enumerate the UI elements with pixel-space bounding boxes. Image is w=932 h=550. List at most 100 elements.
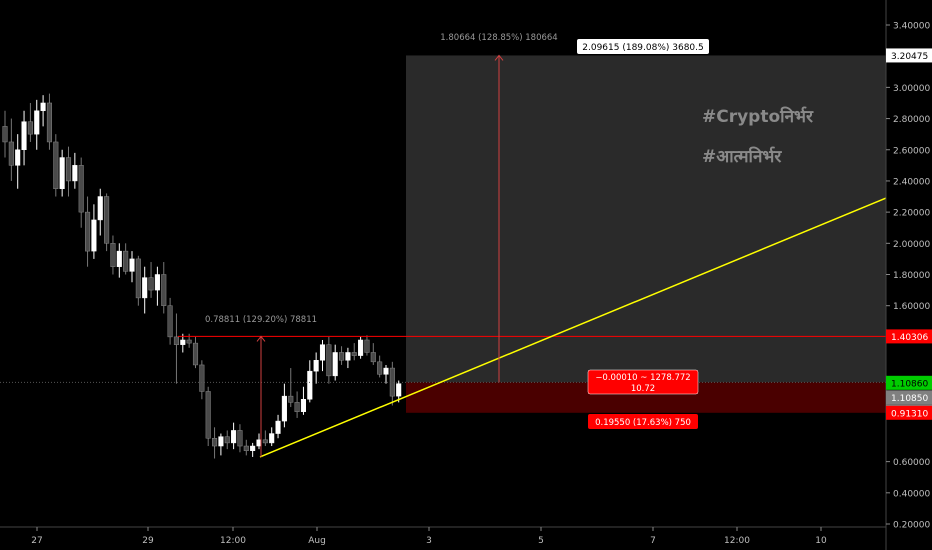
candle[interactable] [319, 339, 326, 372]
candle[interactable] [332, 344, 338, 381]
y-tick-label: 2.80000 [893, 115, 930, 125]
trendline[interactable] [259, 197, 887, 458]
y-tick-label: 0.20000 [893, 521, 930, 531]
candle[interactable] [154, 266, 160, 306]
y-tick-label: 3.40000 [893, 22, 930, 32]
x-tick-label: 27 [31, 536, 42, 546]
x-tick-label: 5 [538, 536, 544, 546]
candle[interactable] [40, 95, 46, 127]
candle[interactable] [167, 297, 173, 345]
range-label-left: 0.78811 (129.20%) 78811 [205, 315, 317, 325]
annotation-crypto: #Cryptoनिर्भर [702, 106, 814, 127]
candle[interactable] [2, 110, 8, 158]
candle[interactable] [72, 152, 78, 189]
candle[interactable] [300, 386, 306, 415]
candle[interactable] [78, 157, 84, 228]
candle[interactable] [313, 352, 319, 384]
projection-arrow-icon [494, 54, 504, 61]
position-label-line2: 10.72 [631, 384, 655, 394]
candle[interactable] [231, 422, 237, 450]
y-tick-label: 2.60000 [893, 146, 930, 156]
candle[interactable] [135, 255, 141, 306]
candle[interactable] [250, 442, 256, 457]
candle[interactable] [281, 383, 287, 428]
candle[interactable] [46, 93, 53, 150]
position-label-box [587, 369, 699, 395]
x-tick-label: 12:00 [220, 536, 246, 546]
candle[interactable] [275, 414, 281, 439]
candle[interactable] [85, 196, 91, 267]
candle[interactable] [339, 346, 345, 365]
y-tick-label: 1.60000 [893, 302, 930, 312]
candle[interactable] [15, 134, 21, 189]
position-label-bottom: 0.19550 (17.63%) 750 [595, 418, 691, 428]
candle[interactable] [218, 433, 224, 456]
candle[interactable] [34, 99, 40, 150]
x-tick-label: Aug [308, 536, 326, 546]
candle[interactable] [91, 204, 97, 259]
x-tick-label: 12:00 [724, 536, 750, 546]
candle[interactable] [97, 188, 103, 236]
x-tick-label: 10 [815, 536, 827, 546]
candle[interactable] [59, 149, 65, 197]
candle[interactable] [8, 118, 14, 181]
y-tick-label: 0.40000 [893, 489, 930, 499]
x-tick-label: 7 [650, 536, 656, 546]
price-tag-label: 1.10860 [891, 379, 928, 389]
candle[interactable] [212, 427, 218, 459]
candle[interactable] [199, 360, 205, 400]
price-tag: 1.40306 [886, 329, 932, 344]
candle[interactable] [243, 439, 249, 456]
candle[interactable] [21, 110, 27, 166]
candle[interactable] [358, 336, 364, 359]
position-label-line1: −0.00010 ~ 1278.772 [595, 373, 690, 383]
y-tick-label: 1.80000 [893, 271, 930, 281]
candle[interactable] [161, 262, 167, 314]
candle[interactable] [224, 430, 230, 450]
candle[interactable] [123, 243, 129, 275]
candle[interactable] [142, 266, 148, 314]
candle[interactable] [294, 391, 300, 418]
candle[interactable] [262, 430, 268, 447]
candle[interactable] [104, 193, 110, 252]
bottom-label-box [588, 414, 698, 429]
candle[interactable] [192, 336, 199, 369]
projection-label-box [577, 39, 709, 54]
price-tag-label: 3.20475 [891, 52, 928, 62]
candle[interactable] [27, 102, 33, 142]
candle[interactable] [370, 343, 376, 365]
target-zone-box[interactable] [406, 55, 886, 383]
y-tick-label: 2.20000 [893, 209, 930, 219]
candle[interactable] [148, 262, 154, 298]
candle[interactable] [345, 347, 351, 369]
candle[interactable] [377, 355, 383, 378]
price-tag: 1.10860 [886, 375, 932, 390]
candle[interactable] [383, 364, 389, 384]
x-tick-label: 29 [142, 536, 154, 546]
candle[interactable] [237, 424, 243, 453]
price-tag: 1.10850 [886, 390, 932, 405]
y-tick-label: 2.40000 [893, 177, 930, 187]
projection-label-top: 2.09615 (189.08%) 3680.5 [582, 43, 704, 53]
range-arrow-icon [256, 335, 266, 342]
candle[interactable] [110, 235, 116, 275]
candle[interactable] [205, 386, 211, 447]
candle[interactable] [53, 134, 59, 197]
y-tick-label: 2.00000 [893, 240, 930, 250]
candle[interactable] [351, 343, 357, 361]
candle[interactable] [129, 251, 135, 283]
candle[interactable] [326, 336, 332, 384]
candle[interactable] [307, 360, 313, 403]
price-tag: 3.20475 [886, 48, 932, 63]
candle[interactable] [173, 313, 179, 384]
price-tag-label: 0.91310 [891, 409, 928, 419]
candle[interactable] [364, 335, 370, 356]
candle[interactable] [269, 427, 275, 447]
candle[interactable] [396, 380, 402, 403]
candle[interactable] [116, 243, 122, 278]
annotation-atmanirbhar: #आत्मनिर्भर [702, 146, 782, 167]
x-tick-label: 3 [426, 536, 432, 546]
candle[interactable] [288, 368, 294, 408]
candle[interactable] [65, 146, 72, 197]
